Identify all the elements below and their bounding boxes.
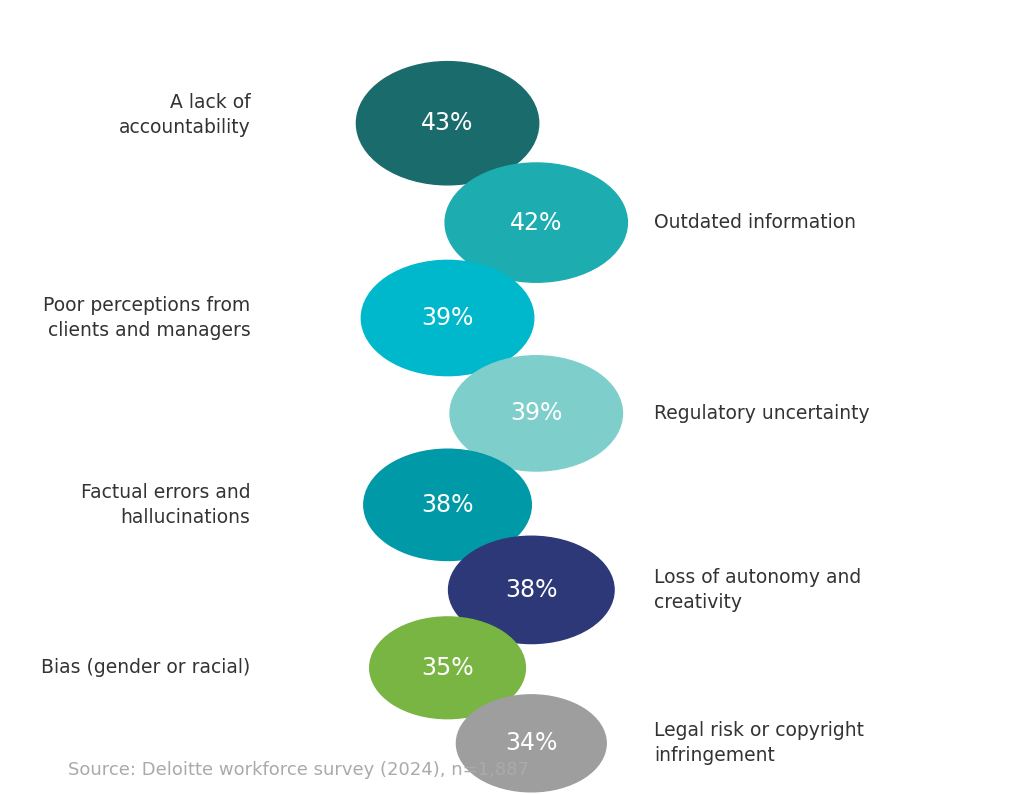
Text: A lack of
accountability: A lack of accountability [119,93,251,138]
Text: Source: Deloitte workforce survey (2024), n=1,887: Source: Deloitte workforce survey (2024)… [69,761,529,779]
Ellipse shape [449,537,614,644]
Text: 42%: 42% [510,211,562,235]
Ellipse shape [356,62,539,185]
Text: 38%: 38% [505,578,557,602]
Text: Outdated information: Outdated information [654,213,856,232]
Text: 34%: 34% [505,731,557,755]
Text: 35%: 35% [421,656,474,680]
Text: Regulatory uncertainty: Regulatory uncertainty [654,404,870,423]
Ellipse shape [450,356,623,471]
Text: Poor perceptions from
clients and managers: Poor perceptions from clients and manage… [43,296,251,340]
Ellipse shape [457,695,606,792]
Text: Bias (gender or racial): Bias (gender or racial) [41,658,251,677]
Ellipse shape [370,617,525,719]
Text: 38%: 38% [421,493,474,517]
Ellipse shape [364,449,531,560]
Text: Legal risk or copyright
infringement: Legal risk or copyright infringement [654,721,864,766]
Text: 39%: 39% [421,306,474,330]
Text: Loss of autonomy and
creativity: Loss of autonomy and creativity [654,568,862,612]
Ellipse shape [445,163,628,282]
Text: 39%: 39% [510,401,562,425]
Text: 43%: 43% [421,111,474,135]
Ellipse shape [361,261,534,376]
Text: Factual errors and
hallucinations: Factual errors and hallucinations [81,483,251,527]
